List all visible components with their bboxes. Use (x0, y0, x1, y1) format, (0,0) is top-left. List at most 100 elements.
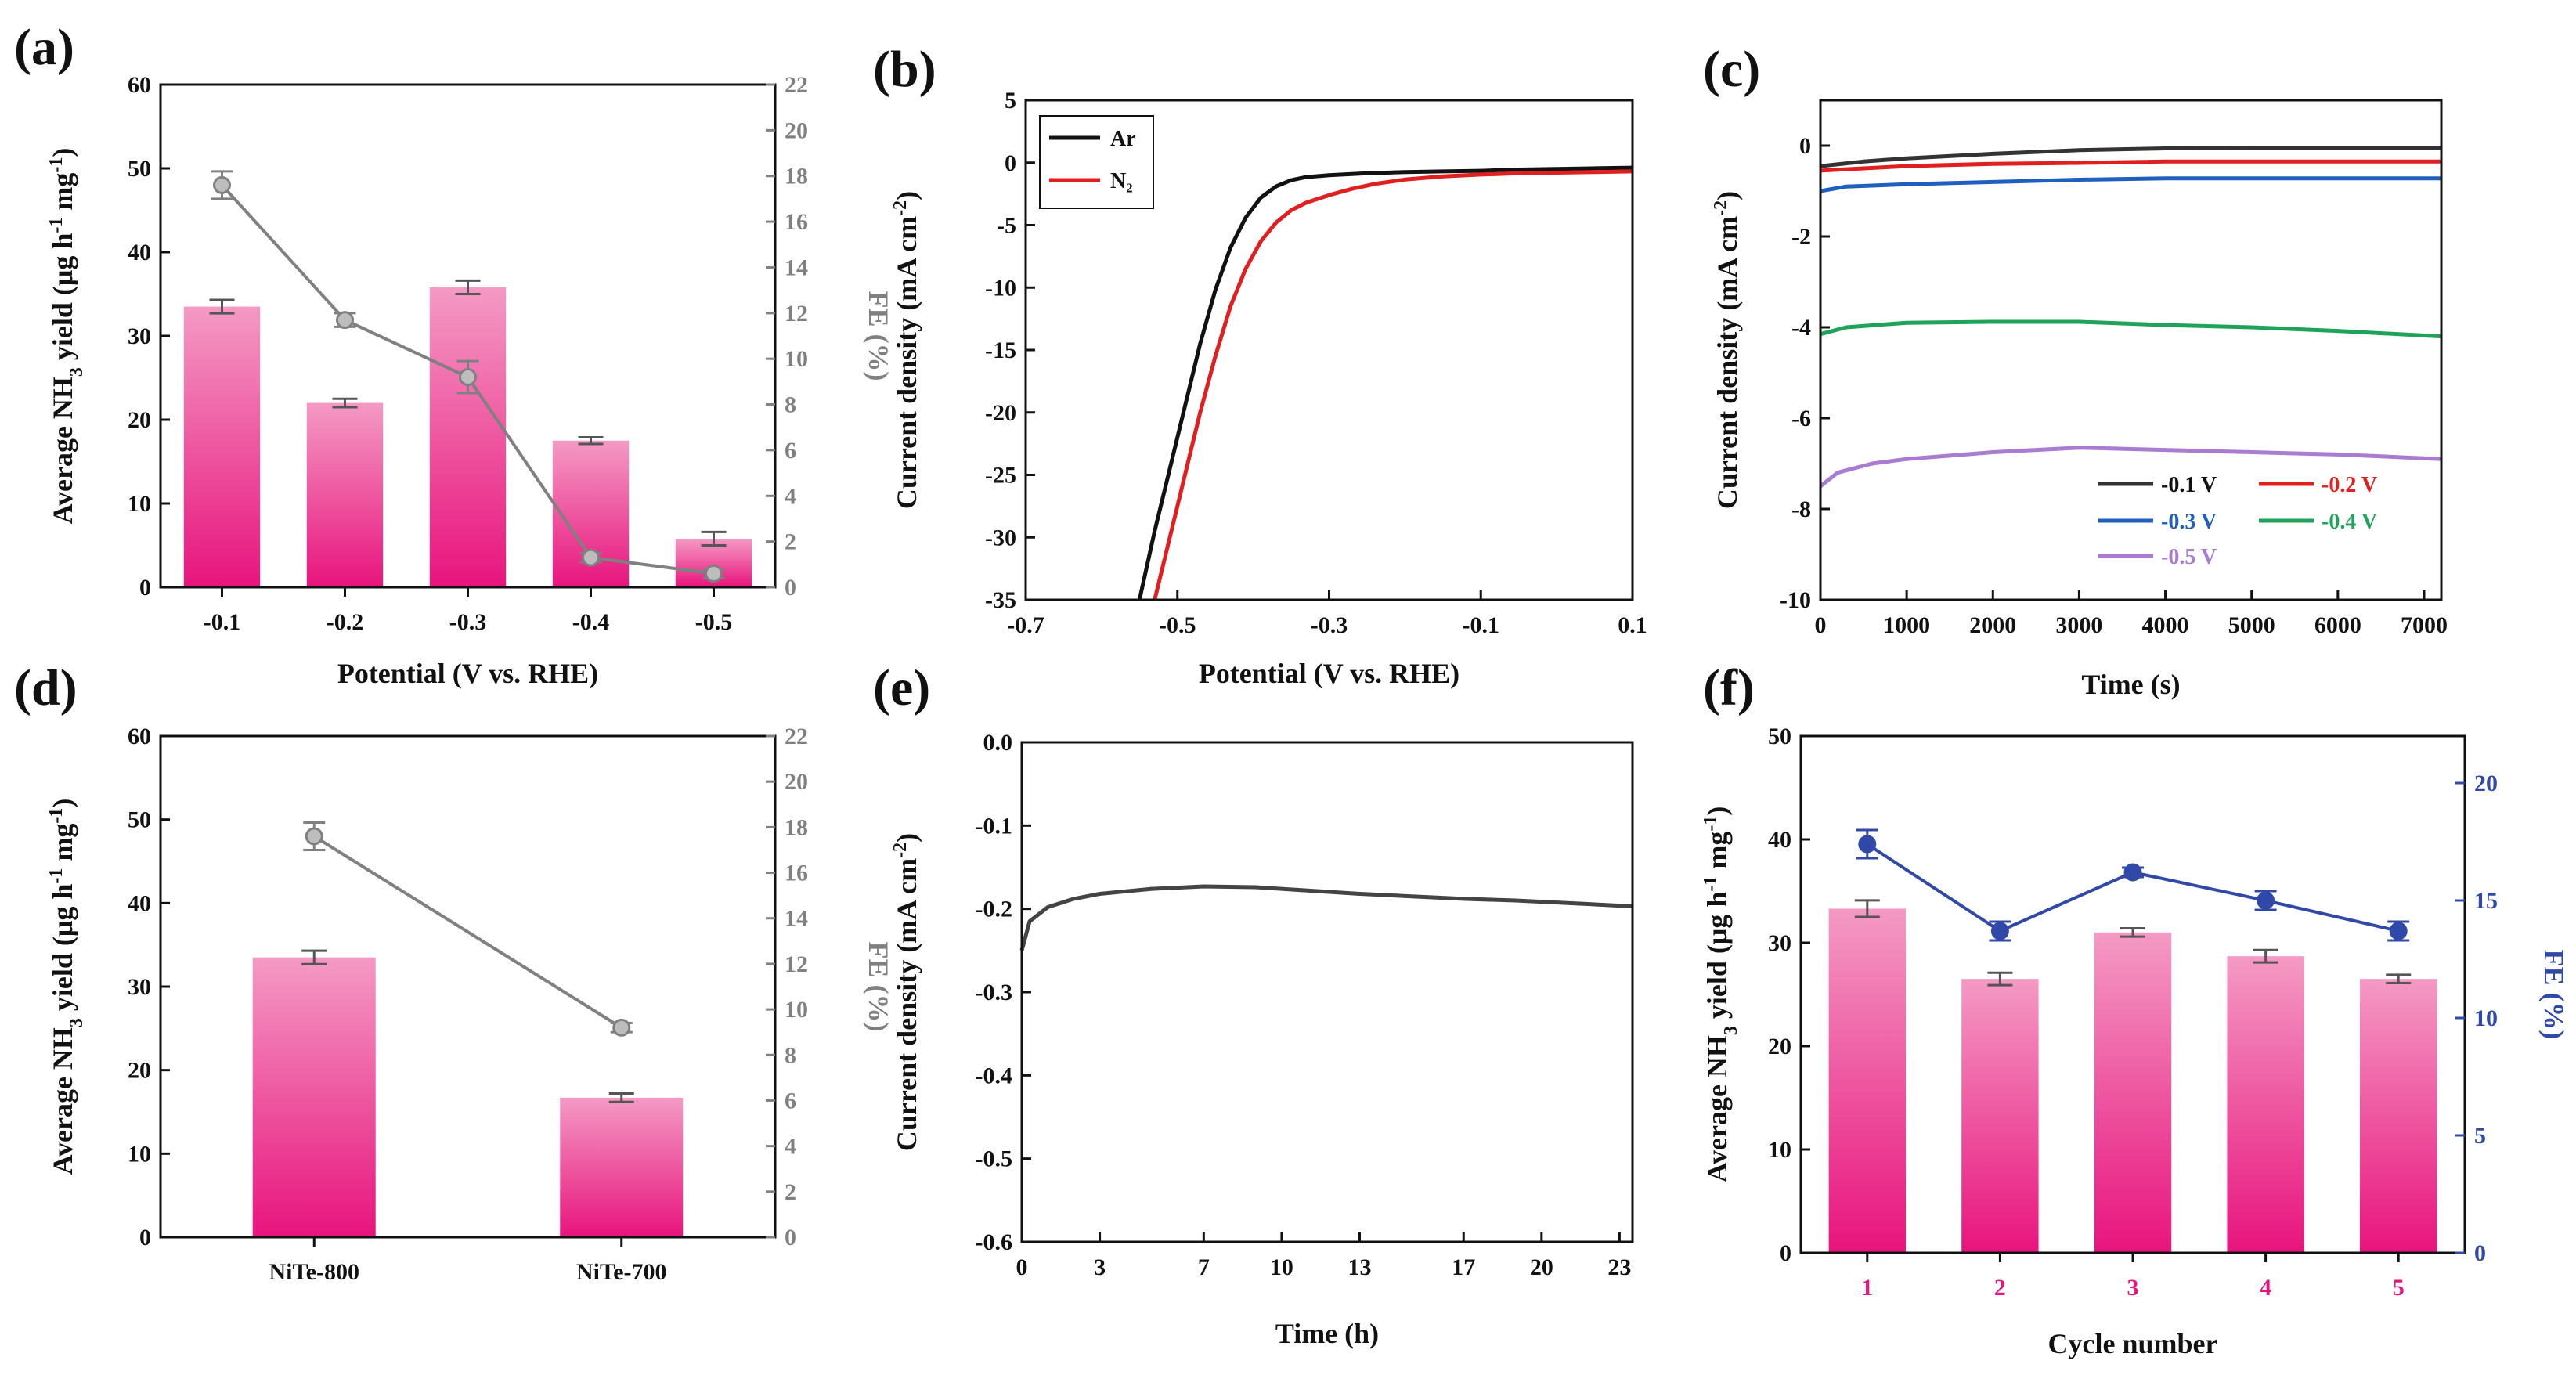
x-axis-title: Cycle number (2048, 1328, 2218, 1359)
legend-label: -0.3 V (2161, 510, 2217, 534)
legend-label-ar: Ar (1110, 127, 1136, 151)
x-tick-label: 7000 (2401, 612, 2448, 638)
y-tick-label: -5 (997, 213, 1016, 239)
y-tick-label: 22 (785, 724, 808, 749)
fe-line (313, 835, 622, 1030)
y-tick-label: -0.5 (976, 1146, 1013, 1172)
x-tick-label: 6000 (2314, 612, 2361, 638)
y-tick-label: 8 (785, 392, 796, 418)
y-axis-title: Current density (mA cm-2) (1711, 191, 1743, 509)
legend-label: -0.2 V (2322, 473, 2377, 497)
x-tick-label: 7 (1198, 1254, 1210, 1280)
y-tick-label: 0.0 (983, 730, 1013, 756)
y-tick-label: 2 (785, 529, 796, 555)
y-tick-label: -0.4 (976, 1063, 1013, 1088)
y-tick-label: 20 (1768, 1034, 1791, 1059)
x-tick-label: -0.7 (1007, 612, 1044, 638)
y-tick-label: -10 (985, 275, 1016, 301)
fe-line (1866, 843, 2399, 933)
panel-label: (e) (873, 659, 930, 716)
y-tick-label: -10 (1780, 587, 1811, 613)
y-tick-label: -0.3 (976, 980, 1013, 1005)
title-part: -1 (46, 868, 67, 884)
y-tick-label: -0.6 (976, 1229, 1013, 1255)
y-tick-label: -0.1 (976, 813, 1013, 839)
x-axis-title: Potential (V vs. RHE) (1199, 658, 1459, 689)
title-part: ) (891, 191, 922, 200)
x-tick-label: 2 (1994, 1275, 2006, 1301)
x-tick-label: -0.3 (449, 609, 487, 635)
title-part: -2 (890, 843, 911, 858)
title-part: 3 (1721, 1026, 1741, 1035)
legend: Ar N₂ (1039, 115, 1154, 209)
y-tick-label: 20 (2474, 771, 2498, 796)
legend-label: -0.4 V (2322, 510, 2377, 534)
x-tick-label: -0.1 (1463, 612, 1500, 638)
series-line (1819, 446, 2442, 488)
series-line (1820, 146, 2441, 168)
panel-c: -10 -8 -6 -4 -2 0 0 1000 2000 3000 4000 5000 6000 700… (1703, 41, 2448, 700)
title-part: yield (μg h (1701, 892, 1733, 1026)
legend-label-n2: N₂ (1110, 169, 1133, 193)
bar (2360, 979, 2437, 1253)
x-tick-label: 0 (1815, 612, 1827, 638)
y-tick-label: 0 (1799, 133, 1811, 159)
panel-label: (b) (873, 41, 936, 98)
bar (252, 957, 376, 1237)
y-tick-label: 10 (2474, 1005, 2498, 1031)
series-line (1820, 159, 2441, 173)
y-tick-label: -0.2 (976, 897, 1013, 922)
y-tick-label: 12 (785, 301, 808, 327)
bar (2094, 932, 2172, 1253)
x-tick-label: -0.5 (695, 609, 733, 635)
y-tick-label: -2 (1791, 224, 1811, 250)
y-tick-label: 14 (785, 906, 808, 932)
series-line (1019, 884, 1633, 951)
title-part: -1 (1701, 876, 1721, 892)
y-tick-label: 10 (128, 491, 151, 517)
y-tick-label: 6 (785, 1088, 796, 1113)
x-tick-label: 13 (1348, 1254, 1371, 1280)
y-tick-label: -8 (1791, 496, 1811, 522)
x-tick-label: 10 (1270, 1254, 1293, 1280)
y-tick-label: 18 (785, 164, 808, 189)
y-axis-title: Average NH3 yield (μg h-1 mg-1) (46, 148, 87, 525)
title-part: mg (1701, 832, 1733, 876)
y-tick-label: 20 (785, 769, 808, 795)
title-part: 3 (67, 1018, 87, 1027)
bar (2227, 956, 2304, 1253)
y-tick-label: 30 (1768, 930, 1791, 956)
y-tick-label: 40 (128, 890, 151, 916)
y-tick-label: 5 (1005, 88, 1016, 114)
panel-a: 0 10 20 30 40 50 60 0 2 4 6 8 10 12 14 16 18 20 22 -0.1 -0.2… (14, 19, 894, 689)
y-tick-label: 20 (128, 407, 151, 433)
bar (560, 1097, 684, 1237)
fe-point (1990, 922, 2009, 940)
y-tick-label: 0 (1780, 1240, 1791, 1266)
panel-label: (a) (14, 19, 74, 76)
x-tick-label: 1000 (1883, 612, 1930, 638)
title-part: Current density (mA cm (891, 216, 922, 509)
x-axis-title: Time (s) (2081, 669, 2180, 700)
y-tick-label: 50 (128, 156, 151, 182)
y-tick-label: -20 (985, 400, 1016, 426)
title-part: yield (μg h (47, 233, 78, 367)
panel-e: -0.6 -0.5 -0.4 -0.3 -0.2 -0.1 0.0 0 3 7 10 13 17 20 23… (873, 659, 1634, 1349)
y-tick-label: 14 (785, 254, 808, 280)
title-part: ) (1701, 807, 1733, 816)
panel-label: (c) (1703, 41, 1760, 98)
y-tick-label: 12 (785, 951, 808, 977)
panel-d: 0 10 20 30 40 50 60 0 2 4 6 8 10 12 14 16 18 20 22 NiTe-800… (14, 659, 894, 1285)
title-part: -2 (890, 200, 911, 216)
y-tick-label: 0 (785, 1225, 796, 1250)
y-tick-label: 15 (2474, 888, 2498, 914)
x-tick-label: 3 (1094, 1254, 1106, 1280)
y-tick-label: 60 (128, 72, 151, 98)
y-tick-label: 40 (128, 240, 151, 265)
x-tick-label: 1 (1861, 1275, 1873, 1301)
title-part: -1 (46, 218, 67, 233)
x-tick-label: 3 (2127, 1275, 2139, 1301)
y-axis-title: Average NH3 yield (μg h-1 mg-1) (46, 799, 87, 1175)
y-tick-label: 10 (785, 346, 808, 372)
